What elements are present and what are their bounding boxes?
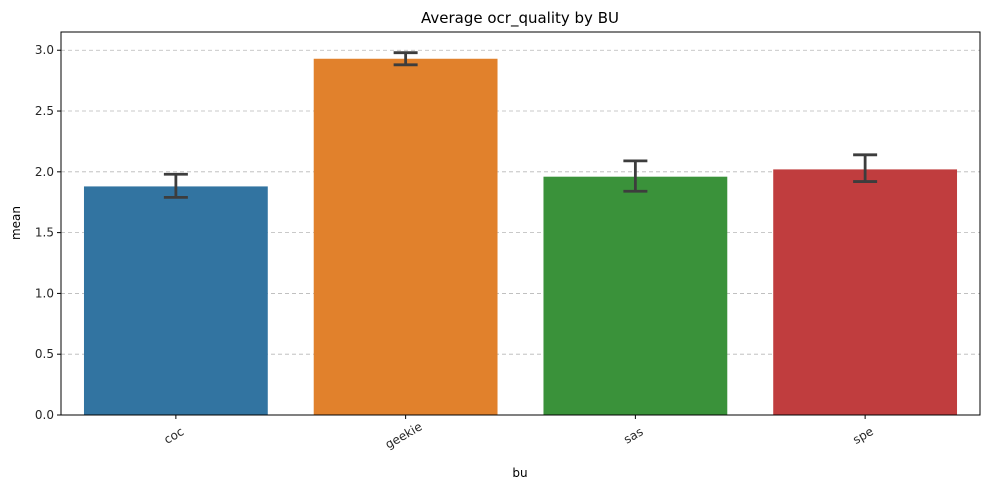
x-tick-label: spe	[850, 424, 875, 447]
error-bar-geekie	[393, 51, 418, 67]
x-tick-label: sas	[621, 425, 645, 447]
bar-geekie	[313, 58, 498, 415]
x-tick-label: coc	[161, 424, 186, 446]
y-tick-label: 0.5	[35, 347, 54, 361]
error-bar-sas	[623, 159, 648, 193]
chart-title: Average ocr_quality by BU	[421, 9, 619, 28]
y-tick-label: 3.0	[35, 43, 54, 57]
y-tick-label: 2.5	[35, 104, 54, 118]
y-tick-label: 0.0	[35, 408, 54, 422]
bar-spe	[773, 169, 958, 415]
x-axis-ticks: coc geekie sas spe	[161, 415, 876, 452]
y-tick-label: 1.0	[35, 286, 54, 300]
y-axis-ticks: 0.0 0.5 1.0 1.5 2.0 2.5 3.0	[35, 43, 61, 422]
y-tick-label: 1.5	[35, 226, 54, 240]
error-bar-spe	[853, 153, 878, 183]
y-tick-label: 2.0	[35, 165, 54, 179]
plot-area-frame	[60, 31, 981, 416]
y-axis-label: mean	[9, 206, 23, 240]
error-bar-coc	[163, 172, 188, 199]
bar-coc	[83, 186, 268, 415]
x-tick-label: geekie	[383, 419, 425, 451]
x-axis-label: bu	[512, 466, 527, 480]
error-bars	[163, 51, 878, 199]
bar-sas	[543, 176, 728, 415]
bars	[83, 58, 958, 415]
